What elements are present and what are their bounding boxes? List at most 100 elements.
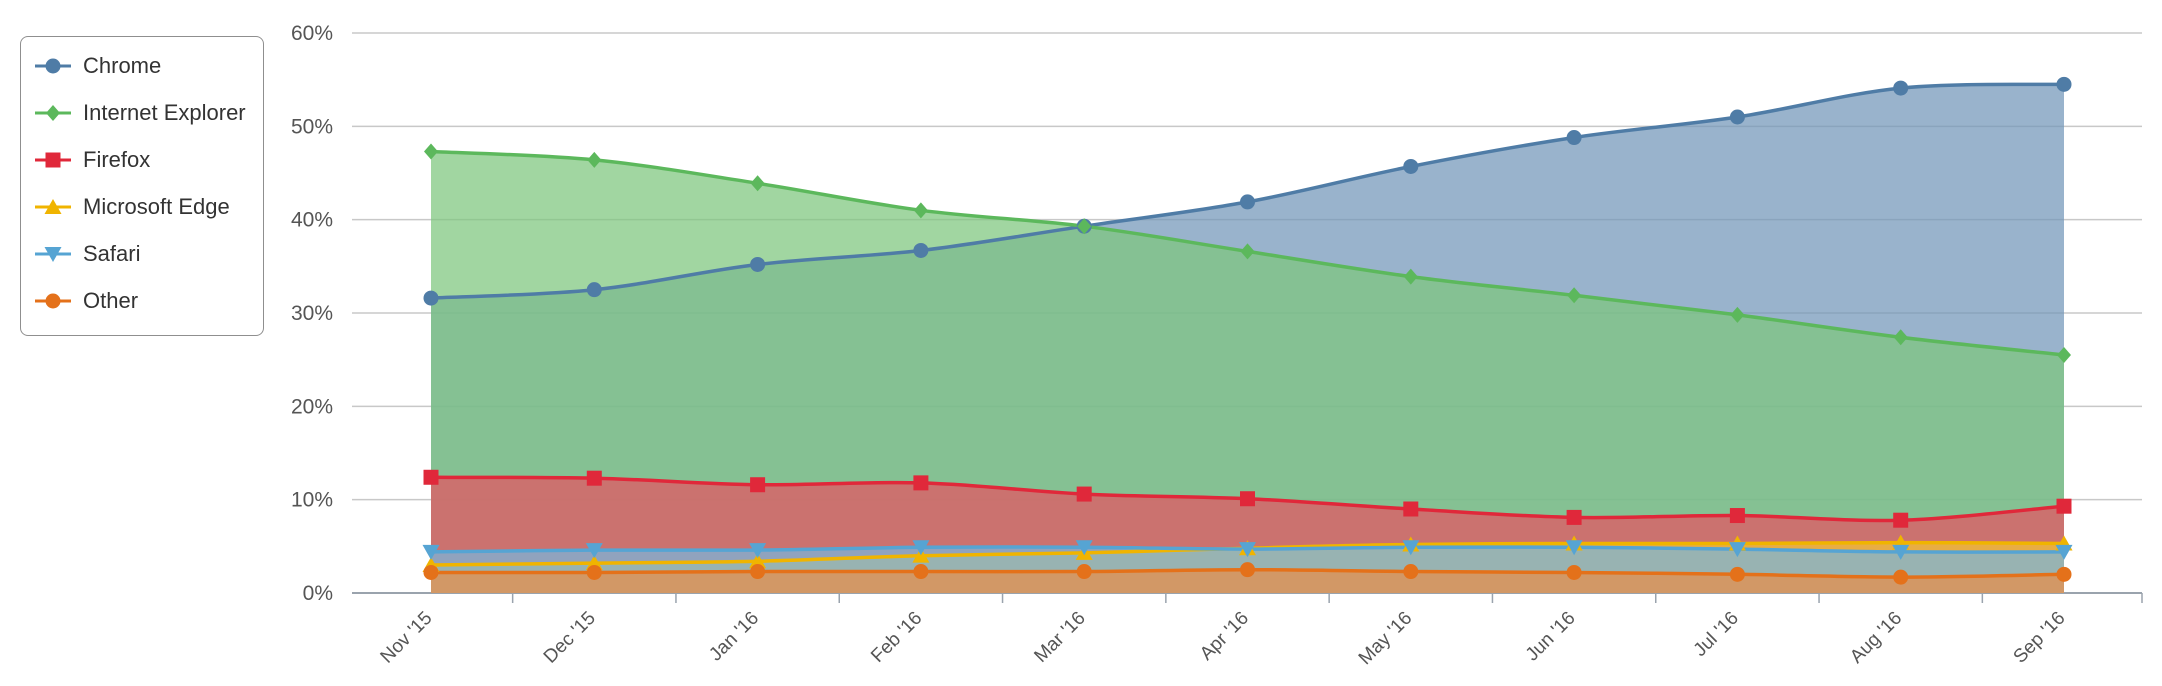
point-other[interactable] [913,564,929,580]
point-other[interactable] [1403,564,1419,580]
legend-symbol [45,293,61,309]
chart-legend: Chrome Internet Explorer Firefox Microsoft … [20,36,264,336]
area-other [431,569,2064,593]
y-axis-ticks: 0% 10% 20% 30% 40% 50% 60% [291,22,333,605]
point-chrome[interactable] [586,282,602,298]
y-tick-label: 20% [291,395,333,418]
point-chrome[interactable] [1566,130,1582,146]
point-firefox[interactable] [2056,498,2072,514]
y-tick-label: 40% [291,209,333,232]
legend-item-microsoft-edge[interactable]: Microsoft Edge [33,192,230,222]
point-firefox[interactable] [1729,508,1745,524]
legend-triangle-icon [35,199,71,214]
point-other[interactable] [423,564,439,580]
legend-item-safari[interactable]: Safari [33,239,140,269]
point-internet-explorer[interactable] [1730,306,1745,323]
point-chrome[interactable] [1240,194,1255,210]
x-axis: Nov '15 Dec '15 Jan '16 Feb '16 Mar '16 Apr '… [377,593,2143,669]
point-microsoft-edge[interactable] [749,553,767,569]
legend-diamond-icon [35,105,71,121]
point-chrome[interactable] [913,242,929,258]
point-other[interactable] [586,564,602,580]
legend-item-internet-explorer[interactable]: Internet Explorer [33,98,246,128]
point-other[interactable] [750,564,766,580]
legend-symbol [46,105,60,121]
point-safari[interactable] [422,544,440,560]
legend-label: Other [83,288,139,313]
point-safari[interactable] [1728,542,1746,558]
point-other[interactable] [1729,566,1745,582]
point-safari[interactable] [1402,540,1420,556]
y-tick-label: 0% [303,582,333,605]
point-chrome[interactable] [423,290,439,306]
x-tick-label: Aug '16 [1846,608,1906,668]
legend-label: Microsoft Edge [83,194,230,219]
legend-item-chrome[interactable]: Chrome [33,51,161,81]
x-tick-label: Sep '16 [2010,608,2070,668]
legend-symbol [44,199,62,214]
point-chrome[interactable] [2056,76,2072,92]
legend-item-firefox[interactable]: Firefox [33,145,150,175]
legend-symbol [45,152,61,168]
point-other[interactable] [1893,569,1909,585]
point-internet-explorer[interactable] [1403,268,1418,285]
x-tick-label: Feb '16 [867,608,926,667]
point-internet-explorer[interactable] [1077,218,1092,235]
point-firefox[interactable] [1076,486,1092,502]
legend-triangle-down-icon [35,247,71,262]
point-firefox[interactable] [750,477,766,493]
point-internet-explorer[interactable] [424,143,438,160]
point-firefox[interactable] [1893,512,1909,528]
point-other[interactable] [1566,564,1582,580]
point-chrome[interactable] [1893,80,1909,96]
point-safari[interactable] [2055,544,2073,560]
legend-square-icon [35,152,71,168]
point-safari[interactable] [1075,540,1093,556]
series-markers [422,76,2073,585]
legend-label: Safari [83,241,141,266]
y-tick-label: 10% [291,489,333,512]
point-firefox[interactable] [586,470,602,486]
point-firefox[interactable] [1566,509,1582,525]
x-tick-label: Apr '16 [1196,608,1253,665]
point-chrome[interactable] [1729,109,1745,125]
point-other[interactable] [2056,566,2072,582]
legend-circle-icon [35,293,71,309]
point-firefox[interactable] [1403,501,1419,517]
point-safari[interactable] [749,543,767,559]
point-safari[interactable] [1565,540,1583,556]
point-firefox[interactable] [1240,491,1255,507]
point-other[interactable] [1240,562,1255,578]
point-internet-explorer[interactable] [2057,347,2071,363]
series-areas [431,84,2064,594]
x-tick-label: May '16 [1355,608,1416,669]
point-safari[interactable] [1892,544,1910,560]
point-other[interactable] [1076,564,1092,580]
point-internet-explorer[interactable] [913,202,928,219]
point-internet-explorer[interactable] [1893,329,1908,346]
point-internet-explorer[interactable] [587,151,602,168]
point-safari[interactable] [585,543,603,559]
legend-symbol [44,247,62,262]
point-chrome[interactable] [1403,158,1419,174]
point-safari[interactable] [1239,542,1256,558]
legend-item-other[interactable]: Other [33,286,138,316]
x-tick-label: Mar '16 [1031,608,1090,667]
point-internet-explorer[interactable] [1567,287,1582,304]
point-chrome[interactable] [750,256,766,272]
point-firefox[interactable] [913,475,929,491]
x-tick-label: Jul '16 [1690,608,1743,661]
y-tick-label: 60% [291,22,333,45]
point-safari[interactable] [912,540,930,556]
y-tick-label: 30% [291,302,333,325]
x-tick-label: Dec '15 [540,608,600,668]
legend-label: Firefox [83,147,151,172]
point-internet-explorer[interactable] [750,175,765,192]
point-firefox[interactable] [423,469,439,485]
x-tick-label: Nov '15 [377,608,437,668]
legend-label: Chrome [83,53,162,78]
legend-label: Internet Explorer [83,100,246,125]
legend-symbol [45,58,61,74]
point-internet-explorer[interactable] [1240,243,1255,260]
